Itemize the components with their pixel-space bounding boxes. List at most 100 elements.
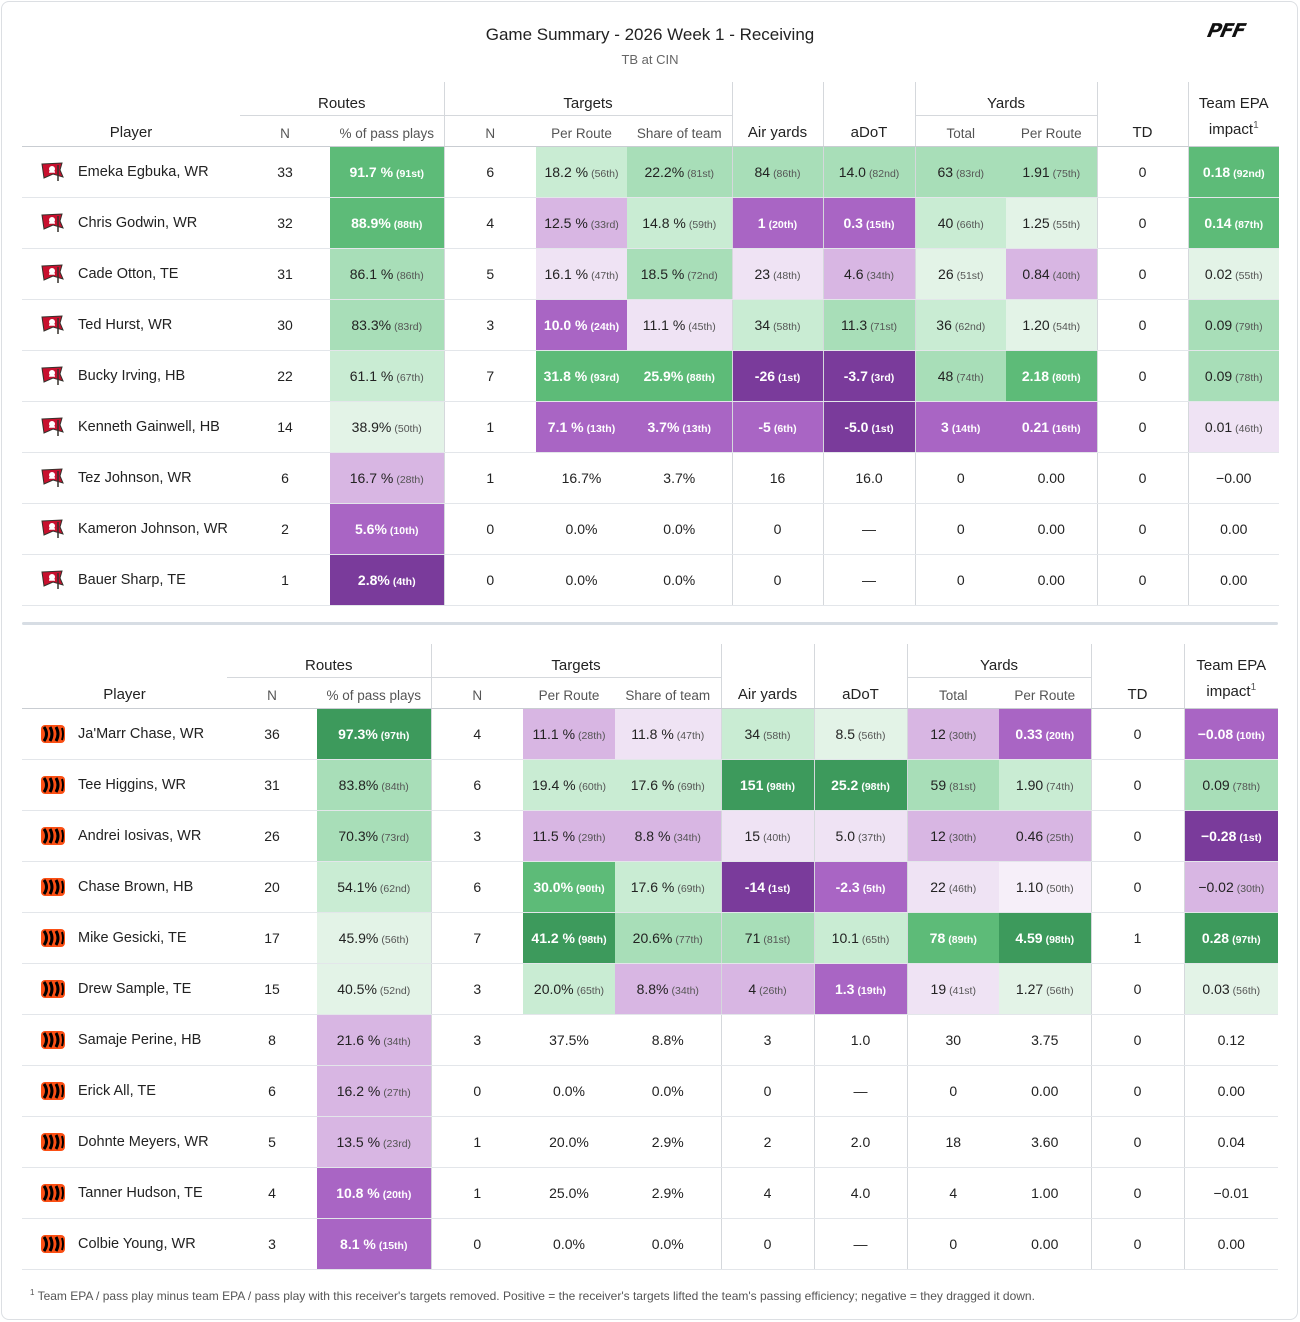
routes-pct-cell-rank: (73rd): [381, 832, 410, 844]
air-yards-cell-rank: (81st): [763, 934, 791, 946]
yards-per-route-cell-value: 0.00: [1031, 1083, 1059, 1099]
yards-group-header: Yards: [906, 644, 1092, 678]
yards-per-route-cell-rank: (20th): [1045, 730, 1075, 742]
targets-per-route-cell: 20.0%: [523, 1116, 615, 1168]
air-yards-cell: 1 (20th): [731, 197, 823, 249]
adot-cell-value: -2.3: [835, 879, 860, 895]
impact-label: impact: [1206, 683, 1251, 700]
player-name: Dohnte Meyers, WR: [78, 1134, 209, 1150]
air-yards-cell-rank: (40th): [763, 832, 791, 844]
team-epa-cell-value: 0.00: [1220, 521, 1248, 537]
team-epa-cell: 0.09 (79th): [1187, 299, 1280, 351]
targets-per-route-cell-value: 41.2 %: [531, 930, 575, 946]
share-of-team-cell-value: 3.7%: [647, 419, 680, 435]
routes-n-cell: 17: [227, 912, 317, 964]
air-yards-cell: 2: [720, 1116, 814, 1168]
yards-per-route-cell-value: 4.59: [1015, 930, 1043, 946]
yards-total-cell-value: 18: [945, 1134, 962, 1150]
routes-pct-cell-value: 2.8%: [357, 572, 390, 588]
adot-group-spacer: [822, 82, 915, 115]
buccaneers-flag-icon: [40, 569, 66, 591]
yards-total-cell: 3 (14th): [914, 401, 1006, 453]
share-of-team-cell: 8.8 % (34th): [615, 810, 721, 862]
team-epa-cell: 0.00: [1183, 1065, 1279, 1117]
team-epa-cell-value: 0.09: [1202, 777, 1230, 793]
yards-total-cell: 0: [914, 554, 1006, 606]
targets-n-header: N: [430, 677, 523, 709]
share-of-team-cell-value: 0.0%: [651, 1236, 684, 1252]
air-yards-cell-value: -14: [744, 879, 766, 895]
targets-per-route-cell-value: 16.7%: [561, 470, 602, 486]
team-epa-cell: 0.09 (78th): [1187, 350, 1280, 402]
yards-total-cell-rank: (41st): [949, 985, 976, 997]
yards-total-header: Total: [914, 115, 1006, 147]
routes-n-cell: 2: [240, 503, 330, 555]
yards-per-route-cell-rank: (54th): [1052, 321, 1081, 333]
td-cell: 0: [1096, 554, 1189, 606]
yards-per-route-cell-value: 0.33: [1015, 726, 1043, 742]
adot-cell: —: [822, 554, 915, 606]
yards-per-route-cell-value: 0.00: [1031, 1236, 1059, 1252]
per-route-header: Per Route: [523, 677, 615, 709]
impact-label: impact: [1208, 121, 1254, 138]
routes-n-header: N: [240, 115, 330, 147]
yards-total-cell: 19 (41st): [906, 963, 999, 1015]
player-cell: Tez Johnson, WR: [22, 452, 240, 504]
adot-cell-rank: (37th): [858, 832, 886, 844]
adot-cell-value: 1.0: [850, 1032, 871, 1048]
share-of-team-cell-value: 18.5 %: [640, 266, 685, 282]
adot-cell: -3.7 (3rd): [822, 350, 915, 402]
pct-pass-plays-header: % of pass plays: [330, 115, 444, 147]
air-yards-cell: 0: [720, 1065, 814, 1117]
routes-pct-cell-rank: (4th): [392, 576, 416, 588]
player-name: Kenneth Gainwell, HB: [78, 419, 220, 435]
yards-per-route-cell: 0.00: [1006, 503, 1098, 555]
targets-n-cell: 3: [430, 1014, 523, 1066]
team-epa-cell: 0.04: [1183, 1116, 1279, 1168]
air-yards-cell-value: 1: [757, 215, 766, 231]
player-name: Kameron Johnson, WR: [78, 521, 228, 537]
yards-total-cell-value: 3: [941, 419, 949, 435]
table-row: Chris Godwin, WR 32 88.9% (88th) 4 12.5 % (33r…: [22, 197, 1280, 249]
adot-cell: 16.0: [822, 452, 915, 504]
yards-total-cell: 48 (74th): [914, 350, 1006, 402]
adot-cell-rank: (19th): [857, 985, 887, 997]
targets-per-route-cell-value: 30.0%: [533, 879, 574, 895]
table-row: Kameron Johnson, WR 2 5.6% (10th) 0 0.0% 0.0% 0…: [22, 503, 1280, 555]
yards-per-route-cell-rank: (55th): [1052, 219, 1081, 231]
adot-cell-rank: (34th): [866, 270, 894, 282]
team-epa-cell-value: 0.09: [1204, 368, 1233, 384]
player-column-header: Player: [22, 677, 227, 709]
targets-per-route-cell-rank: (47th): [591, 270, 619, 282]
footnote: 1 Team EPA / pass play minus team EPA / …: [30, 1288, 1035, 1303]
air-yards-cell: 151 (98th): [720, 759, 814, 811]
table-row: Bauer Sharp, TE 1 2.8% (4th) 0 0.0% 0.0% 0—0 0.0…: [22, 554, 1280, 606]
air-yards-header: Air yards: [731, 115, 823, 147]
team-epa-cell-rank: (97th): [1232, 934, 1261, 946]
per-route-header: Per Route: [536, 115, 627, 147]
table-row: Emeka Egbuka, WR 33 91.7 % (91st) 6 18.2 % (56…: [22, 146, 1280, 198]
targets-per-route-cell-rank: (13th): [586, 423, 616, 435]
routes-pct-cell-value: 88.9%: [351, 215, 391, 231]
td-cell: 1: [1090, 912, 1185, 964]
yards-total-cell-value: 0: [956, 521, 965, 537]
team-epa-cell-value: −0.28: [1200, 828, 1237, 844]
player-name: Andrei Iosivas, WR: [78, 828, 202, 844]
share-of-team-cell-rank: (45th): [688, 321, 716, 333]
routes-n-header: N: [227, 677, 317, 709]
targets-per-route-cell-value: 18.2 %: [544, 164, 589, 180]
adot-cell-value: 5.0: [835, 828, 856, 844]
player-name: Ted Hurst, WR: [78, 317, 173, 333]
targets-per-route-cell-value: 0.0%: [565, 521, 598, 537]
targets-n-cell: 1: [430, 1167, 523, 1219]
targets-per-route-cell-value: 11.5 %: [532, 828, 576, 844]
team-epa-cell: 0.09 (78th): [1183, 759, 1279, 811]
team-epa-cell-rank: (78th): [1235, 372, 1263, 384]
yards-per-route-cell-value: 1.91: [1022, 164, 1050, 180]
adot-cell: —: [813, 1065, 907, 1117]
team-epa-label: Team EPA: [1196, 657, 1267, 674]
routes-pct-cell: 40.5% (52nd): [317, 963, 431, 1015]
routes-pct-cell-value: 8.1 %: [340, 1236, 376, 1252]
yards-per-route-cell: 1.20 (54th): [1006, 299, 1098, 351]
routes-pct-cell: 10.8 % (20th): [317, 1167, 431, 1219]
